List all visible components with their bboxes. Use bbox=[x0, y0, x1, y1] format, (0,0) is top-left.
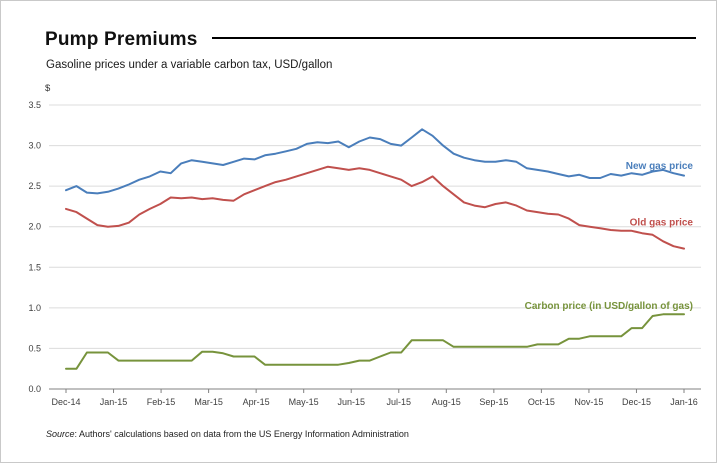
svg-text:New gas price: New gas price bbox=[626, 161, 694, 172]
svg-text:1.5: 1.5 bbox=[28, 262, 41, 272]
svg-text:Jan-15: Jan-15 bbox=[100, 397, 128, 407]
svg-text:Apr-15: Apr-15 bbox=[243, 397, 270, 407]
svg-text:Jul-15: Jul-15 bbox=[387, 397, 412, 407]
svg-text:Oct-15: Oct-15 bbox=[528, 397, 555, 407]
svg-text:$: $ bbox=[45, 83, 51, 94]
svg-text:Old gas price: Old gas price bbox=[630, 218, 694, 229]
svg-text:2.0: 2.0 bbox=[28, 222, 41, 232]
svg-text:Dec-14: Dec-14 bbox=[51, 397, 80, 407]
chart-title: Pump Premiums bbox=[45, 29, 198, 50]
source-text: : Authors' calculations based on data fr… bbox=[74, 429, 409, 439]
svg-text:2.5: 2.5 bbox=[28, 181, 41, 191]
svg-text:May-15: May-15 bbox=[289, 397, 319, 407]
svg-text:Sep-15: Sep-15 bbox=[479, 397, 508, 407]
svg-text:0.0: 0.0 bbox=[28, 384, 41, 394]
svg-text:Mar-15: Mar-15 bbox=[194, 397, 223, 407]
source-label: Source bbox=[46, 429, 75, 439]
svg-text:1.0: 1.0 bbox=[28, 303, 41, 313]
source-note: Source: Authors' calculations based on d… bbox=[46, 429, 409, 439]
header-rule bbox=[211, 37, 696, 39]
svg-text:Dec-15: Dec-15 bbox=[622, 397, 651, 407]
svg-text:Feb-15: Feb-15 bbox=[147, 397, 176, 407]
svg-text:0.5: 0.5 bbox=[28, 343, 41, 353]
svg-text:Aug-15: Aug-15 bbox=[432, 397, 461, 407]
header: Pump Premiums bbox=[45, 29, 696, 51]
svg-text:3.5: 3.5 bbox=[28, 100, 41, 110]
svg-text:Nov-15: Nov-15 bbox=[574, 397, 603, 407]
price-line-chart: 0.0 0.5 1.0 1.5 2.0 2.5 3.0 3.5 $ Dec-14 Jan-15 Feb… bbox=[28, 83, 701, 407]
svg-text:Carbon price (in USD/gallon of: Carbon price (in USD/gallon of gas) bbox=[525, 301, 693, 312]
chart-subtitle: Gasoline prices under a variable carbon … bbox=[46, 59, 333, 71]
svg-text:Jun-15: Jun-15 bbox=[337, 397, 365, 407]
svg-text:Jan-16: Jan-16 bbox=[670, 397, 698, 407]
svg-text:3.0: 3.0 bbox=[28, 141, 41, 151]
chart-area: 0.0 0.5 1.0 1.5 2.0 2.5 3.0 3.5 $ Dec-14 Jan-15 Feb… bbox=[1, 79, 716, 419]
